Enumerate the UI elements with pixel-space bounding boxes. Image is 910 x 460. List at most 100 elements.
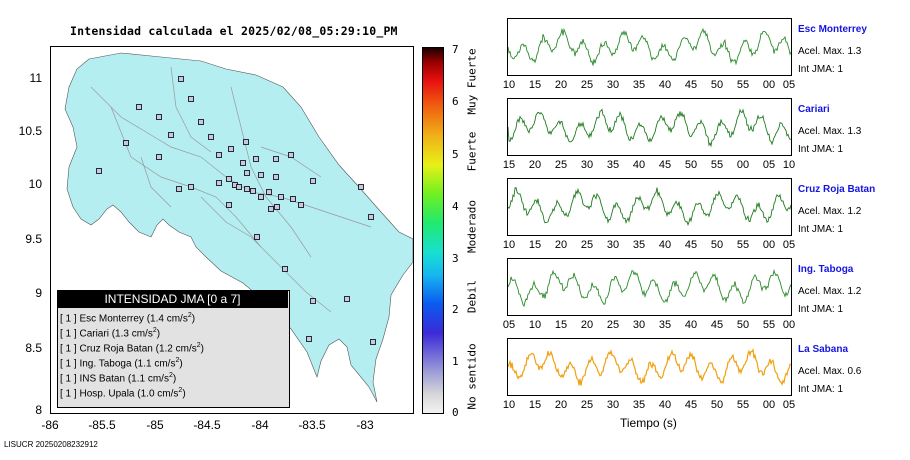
time-tick: 50 [736,319,750,331]
station-int-jma: Int JMA: 1 [798,304,844,315]
time-tick: 35 [658,319,672,331]
legend-level: [ 1 ] [60,328,77,340]
legend-level: [ 1 ] [60,343,77,355]
station-markers [96,76,376,345]
time-tick: 00 [762,399,776,411]
station-marker [310,298,316,304]
time-tick: 50 [710,399,724,411]
station-marker [273,174,279,180]
legend-value: (1.2 cm/s [155,343,197,355]
time-tick: 05 [502,319,516,331]
time-tick: 55 [736,79,750,91]
time-tick: 30 [606,79,620,91]
station-marker [274,204,280,210]
waveform-panel [507,18,792,76]
time-tick: 20 [554,79,568,91]
time-tick: 10 [502,239,516,251]
map-ytick: 9 [35,286,42,300]
map-xtick: -83.5 [298,418,326,432]
station-marker [258,172,264,178]
intensity-color-scale [422,47,444,414]
scale-tick: 7 [452,43,459,56]
time-tick: 00 [782,319,796,331]
station-name: Cariari [798,104,830,115]
time-tick: 05 [782,239,796,251]
station-marker [288,152,294,158]
scale-tick: 1 [452,355,459,368]
station-marker [243,139,249,145]
legend-value: (1.1 cm/s [127,373,169,385]
map-xtick: -83 [356,418,374,432]
time-tick: 10 [782,159,796,171]
waveform-trace [508,108,791,148]
station-name: La Sabana [798,344,849,355]
station-marker [254,234,260,240]
station-marker [368,214,374,220]
legend-station-name: Cruz Roja Batan [79,343,153,355]
legend-unit-exponent: 2 [168,372,173,379]
time-tick: 15 [528,239,542,251]
station-marker [278,194,284,200]
station-marker [168,132,174,138]
station-marker [156,114,162,120]
time-tick: 55 [762,319,776,331]
scale-tick: 3 [452,252,459,265]
map-ytick: 11 [29,71,42,85]
time-tick: 55 [736,399,750,411]
legend-station-name: INS Batan [79,373,126,385]
time-tick: 50 [710,239,724,251]
map-ytick: 10 [28,177,42,191]
station-marker [358,184,364,190]
station-marker [176,186,182,192]
time-tick: 10 [502,399,516,411]
time-tick: 10 [502,79,516,91]
time-tick: 15 [502,159,516,171]
station-marker [370,339,376,345]
map-title: Intensidad calculada el 2025/02/08_05:29… [70,24,398,38]
time-tick: 45 [710,319,724,331]
time-tick: 25 [554,159,568,171]
legend-value: (1.4 cm/s [146,313,188,325]
station-marker [198,119,204,125]
station-name: Esc Monterrey [798,24,867,35]
map-xtick: -85.5 [88,418,116,432]
station-accel-max: Acel. Max. 1.3 [798,126,862,137]
waveform-panel [507,258,792,316]
station-marker [156,154,162,160]
station-marker [236,184,242,190]
station-marker [268,206,274,212]
map-xtick: -86 [41,418,59,432]
legend-unit-exponent: 2 [187,312,192,319]
legend-level: [ 1 ] [60,388,77,400]
time-tick: 25 [606,319,620,331]
time-tick: 50 [684,159,698,171]
waveform-trace [508,268,791,308]
waveform-trace [508,348,791,386]
legend-row: [ 1 ] Cruz Roja Batan (1.2 cm/s2) [60,342,204,354]
station-marker [136,104,142,110]
station-marker [216,152,222,158]
time-tick: 20 [554,239,568,251]
time-tick: 35 [606,159,620,171]
legend-row: [ 1 ] Esc Monterrey (1.4 cm/s2) [60,312,195,324]
legend-unit-exponent: 2 [152,327,157,334]
station-accel-max: Acel. Max. 1.2 [798,286,862,297]
station-marker [344,296,350,302]
legend-row: [ 1 ] INS Batan (1.1 cm/s2) [60,372,176,384]
station-marker [228,146,234,152]
time-tick: 20 [528,159,542,171]
legend-level: [ 1 ] [60,358,77,370]
time-tick: 40 [632,159,646,171]
time-tick: 40 [658,399,672,411]
time-tick: 30 [632,319,646,331]
station-name: Ing. Taboga [798,264,854,275]
legend-value: (1.3 cm/s [111,328,153,340]
footer-id: LISUCR 20250208232912 [4,440,98,449]
map-xtick: -85 [146,418,164,432]
time-tick: 20 [554,399,568,411]
legend-unit-exponent: 2 [175,357,180,364]
map-ytick: 10.5 [18,124,42,138]
time-tick: 45 [684,239,698,251]
station-int-jma: Int JMA: 1 [798,384,844,395]
map-ytick: 9.5 [25,232,42,246]
